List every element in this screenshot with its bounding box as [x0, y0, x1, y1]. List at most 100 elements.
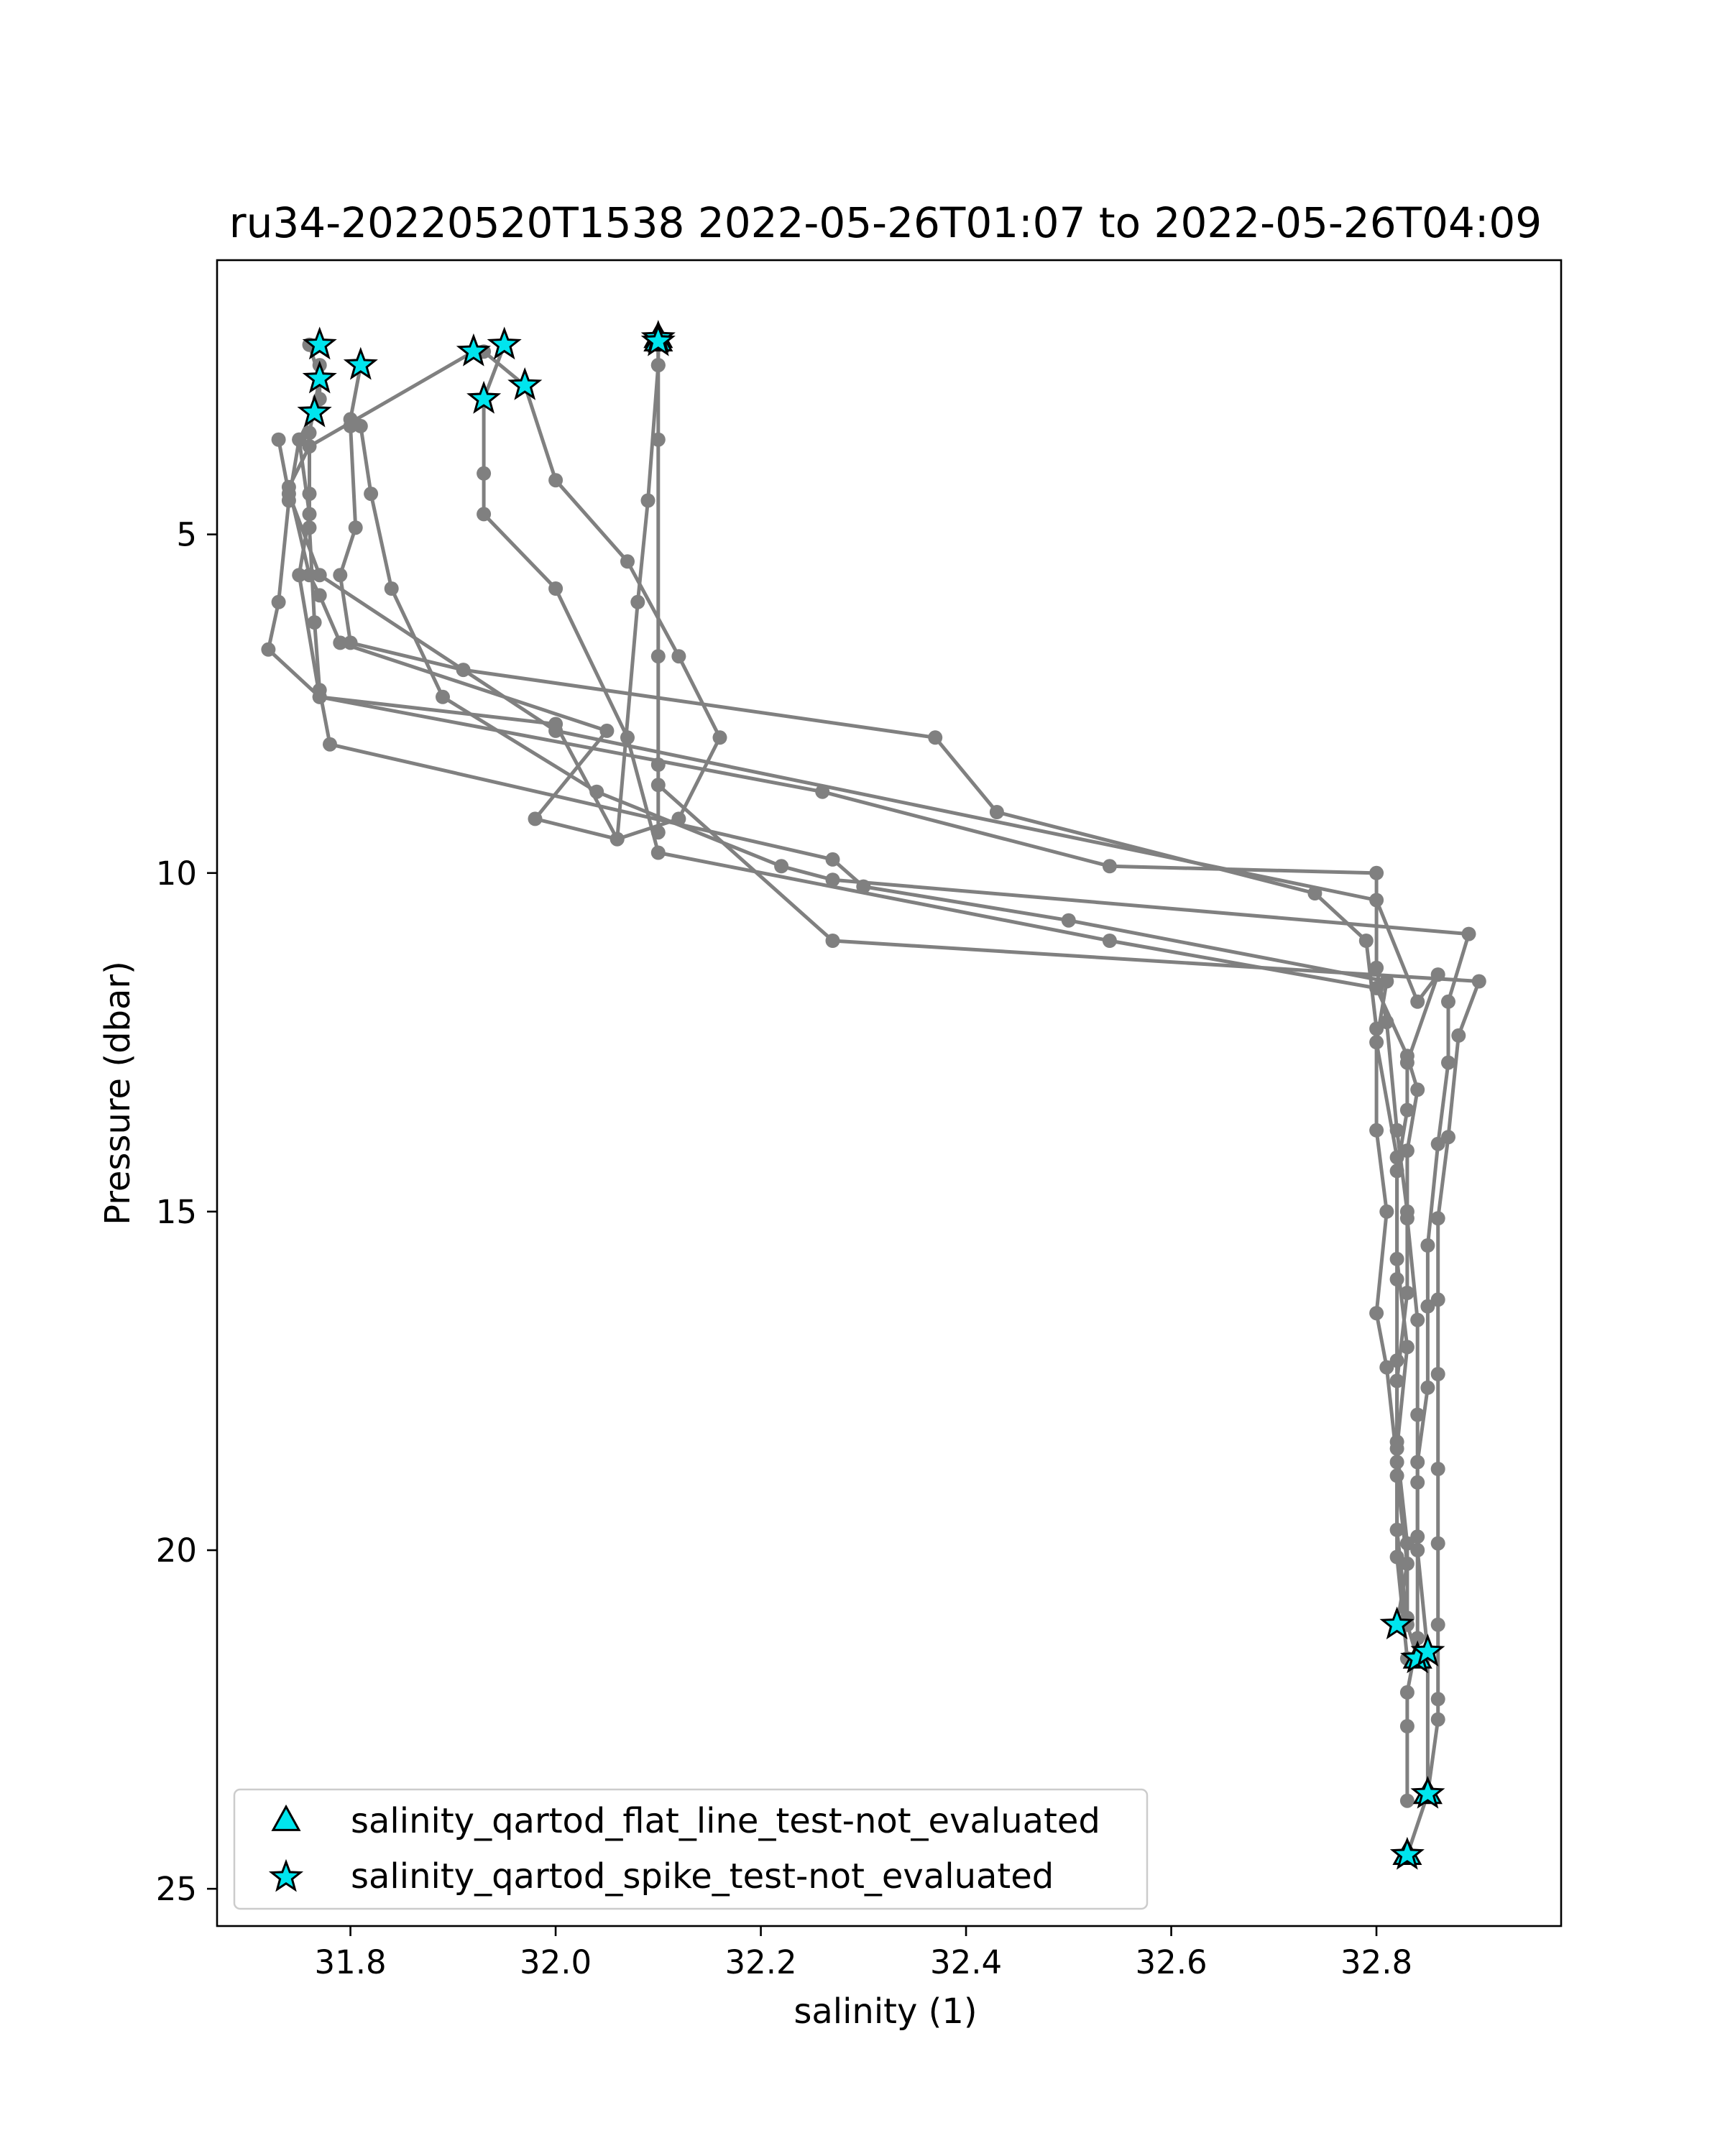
legend-star-marker — [268, 1858, 304, 1892]
profile-point — [1389, 1123, 1404, 1138]
y-tick-label: 15 — [156, 1193, 197, 1231]
profile-point — [774, 859, 789, 874]
profile-point — [1430, 1367, 1445, 1381]
profile-point — [1399, 1055, 1414, 1070]
profile-point — [825, 872, 840, 888]
profile-point — [302, 568, 317, 583]
profile-point — [1430, 1292, 1445, 1307]
profile-point — [1410, 1455, 1425, 1470]
profile-point — [1399, 1556, 1414, 1571]
spike-flag-marker — [297, 394, 332, 428]
profile-point — [1441, 994, 1455, 1009]
profile-point — [1399, 1143, 1414, 1158]
y-tick-label: 25 — [156, 1870, 197, 1908]
profile-point — [1420, 1238, 1435, 1253]
profile-point — [671, 649, 686, 664]
profile-point — [333, 635, 348, 650]
profile-point — [620, 554, 635, 569]
chart-title: ru34-20220520T1538 2022-05-26T01:07 to 2… — [229, 198, 1542, 247]
profile-point — [640, 493, 656, 508]
profile-point — [333, 568, 348, 583]
profile-point — [1369, 1123, 1384, 1138]
profile-point — [1430, 1692, 1445, 1707]
spike-flag-marker — [487, 326, 522, 360]
profile-point — [1389, 1522, 1404, 1537]
profile-point — [1379, 1360, 1394, 1375]
profile-point — [292, 568, 307, 583]
profile-point — [302, 507, 317, 522]
profile-point — [1369, 1021, 1384, 1036]
profile-point — [1410, 1082, 1425, 1097]
profile-point — [548, 723, 564, 738]
profile-point — [353, 418, 368, 433]
spike-flag-marker — [1410, 1634, 1445, 1667]
x-tick-label: 32.2 — [724, 1943, 796, 1981]
profile-point — [477, 507, 492, 522]
profile-point — [477, 466, 492, 481]
profile-point — [281, 487, 296, 502]
spike-flag-marker — [640, 323, 676, 356]
profile-point — [1102, 859, 1117, 874]
profile-point — [1451, 1028, 1466, 1043]
profile-point — [1061, 913, 1076, 928]
profile-point — [384, 581, 399, 596]
profile-point — [364, 487, 379, 502]
x-tick-label: 32.8 — [1340, 1943, 1412, 1981]
profile-point — [650, 778, 666, 793]
flag-layer — [297, 320, 1445, 1870]
profile-point — [1358, 934, 1374, 948]
spike-flag-marker — [1410, 1776, 1445, 1809]
profile-point — [1430, 1136, 1445, 1151]
profile-point — [312, 588, 327, 603]
profile-point — [650, 432, 666, 447]
profile-point — [1420, 1299, 1435, 1314]
y-axis: 5 10 15 20 25 — [156, 516, 217, 1908]
profile-point — [292, 432, 307, 447]
profile-point — [436, 689, 450, 704]
spike-flag-marker — [456, 333, 491, 367]
spike-flag-marker — [302, 360, 337, 394]
profile-point — [1399, 1793, 1414, 1808]
profile-point — [1399, 1102, 1414, 1118]
profile-point — [548, 581, 564, 596]
profile-point — [650, 649, 666, 664]
legend-box — [233, 1788, 1149, 1910]
profile-point — [1441, 1130, 1455, 1145]
profile-point — [323, 737, 337, 752]
profile-line-9 — [277, 439, 1440, 1659]
profile-point — [1410, 1529, 1425, 1544]
profile-point — [307, 615, 322, 630]
profile-point — [312, 689, 327, 704]
profile-point — [1430, 1462, 1445, 1476]
spike-flag-marker — [1379, 1606, 1414, 1640]
profile-point — [271, 432, 286, 447]
profile-point — [1420, 1380, 1435, 1395]
profile-point — [1389, 1434, 1404, 1450]
profile-point — [1379, 1015, 1394, 1030]
x-tick-label: 32.0 — [520, 1943, 592, 1981]
series-layer — [261, 331, 1486, 1863]
profile-point — [1430, 1617, 1445, 1632]
profile-point — [650, 358, 666, 373]
spike-flag-marker — [507, 367, 543, 400]
profile-point — [650, 825, 666, 840]
profile-point — [302, 439, 317, 454]
profile-point — [630, 594, 645, 609]
legend-star — [268, 1858, 304, 1892]
spike-flag-marker — [302, 326, 337, 360]
profile-point — [261, 642, 276, 657]
x-tick-label: 32.6 — [1135, 1943, 1207, 1981]
profile-point — [825, 934, 840, 948]
profile-point — [928, 730, 943, 745]
profile-point — [1430, 1536, 1445, 1551]
x-axis: 31.8 32.0 32.2 32.4 32.6 32.8 — [314, 1926, 1412, 1981]
profile-point — [1389, 1353, 1404, 1368]
profile-point — [1430, 1712, 1445, 1727]
profile-point — [312, 568, 327, 583]
profile-point — [1430, 1211, 1445, 1226]
profile-point — [1399, 1685, 1414, 1700]
profile-point — [825, 852, 840, 867]
profile-point — [1369, 1306, 1384, 1321]
profile-point — [1410, 1407, 1425, 1422]
